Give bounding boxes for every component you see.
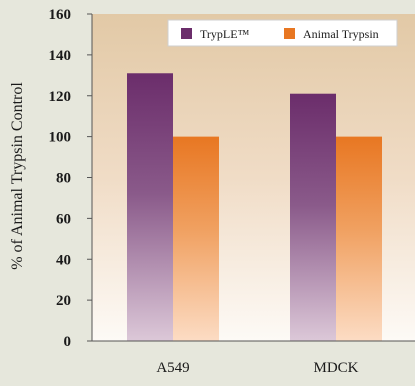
y-tick-label: 160 — [49, 7, 72, 23]
y-tick-label: 20 — [56, 293, 71, 309]
x-tick-label: A549 — [156, 360, 189, 376]
legend-label-trypLE: TrypLE™ — [200, 27, 250, 41]
legend-box — [167, 19, 398, 47]
bar-tryple-a549 — [127, 73, 173, 342]
bar-animal-trypsin-mdck — [336, 136, 382, 341]
bar-animal-trypsin-a549 — [173, 136, 219, 341]
y-tick-label: 100 — [49, 130, 72, 146]
y-tick-label: 60 — [56, 211, 71, 227]
x-tick-label: MDCK — [313, 360, 358, 376]
y-tick-label: 140 — [49, 48, 72, 64]
legend: TrypLE™ Animal Trypsin — [167, 19, 398, 47]
bar-tryple-mdck — [290, 93, 336, 341]
legend-swatch-trypLE — [181, 28, 192, 39]
legend-label-animal-trypsin: Animal Trypsin — [303, 27, 379, 41]
y-tick-label: 40 — [56, 252, 71, 268]
y-tick-label: 80 — [56, 171, 71, 187]
legend-swatch-animal-trypsin — [284, 28, 295, 39]
y-tick-label: 120 — [49, 89, 72, 105]
y-axis-label: % of Animal Trypsin Control — [9, 82, 26, 270]
y-tick-label: 0 — [64, 334, 72, 350]
